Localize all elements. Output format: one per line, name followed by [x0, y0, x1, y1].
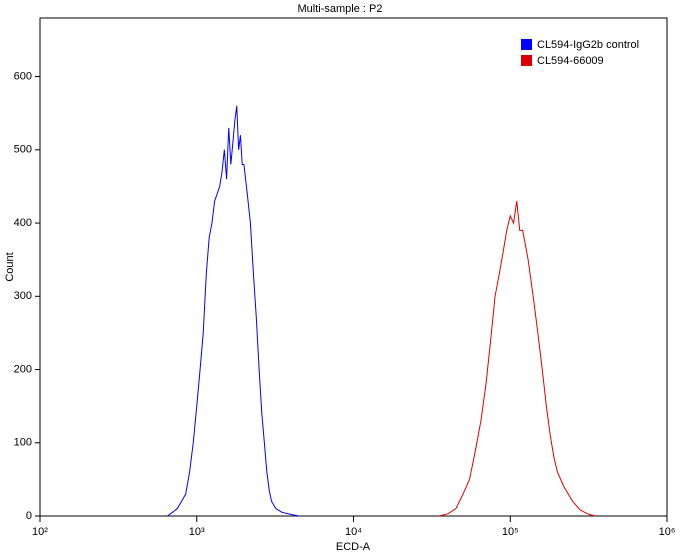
chart-title: Multi-sample : P2 [298, 3, 383, 15]
y-axis-label: Count [4, 252, 16, 281]
series-line [167, 105, 300, 517]
y-tick-label: 200 [14, 363, 32, 375]
x-tick-label: 10⁶ [659, 526, 676, 538]
legend-label: CL594-IgG2b control [537, 39, 639, 51]
x-axis-label: ECD-A [336, 541, 371, 553]
x-tick-label: 10⁵ [502, 526, 519, 538]
x-tick-label: 10² [32, 526, 48, 538]
y-tick-label: 100 [14, 437, 32, 449]
legend-label: CL594-66009 [537, 55, 604, 67]
y-tick-label: 600 [14, 70, 32, 82]
legend-swatch [521, 55, 532, 66]
y-tick-label: 0 [26, 510, 32, 522]
y-tick-label: 300 [14, 290, 32, 302]
x-tick-label: 10⁴ [345, 526, 362, 538]
x-tick-label: 10³ [189, 526, 205, 538]
series-line [438, 201, 596, 517]
y-tick-label: 500 [14, 144, 32, 156]
legend-swatch [521, 39, 532, 50]
y-tick-label: 400 [14, 217, 32, 229]
